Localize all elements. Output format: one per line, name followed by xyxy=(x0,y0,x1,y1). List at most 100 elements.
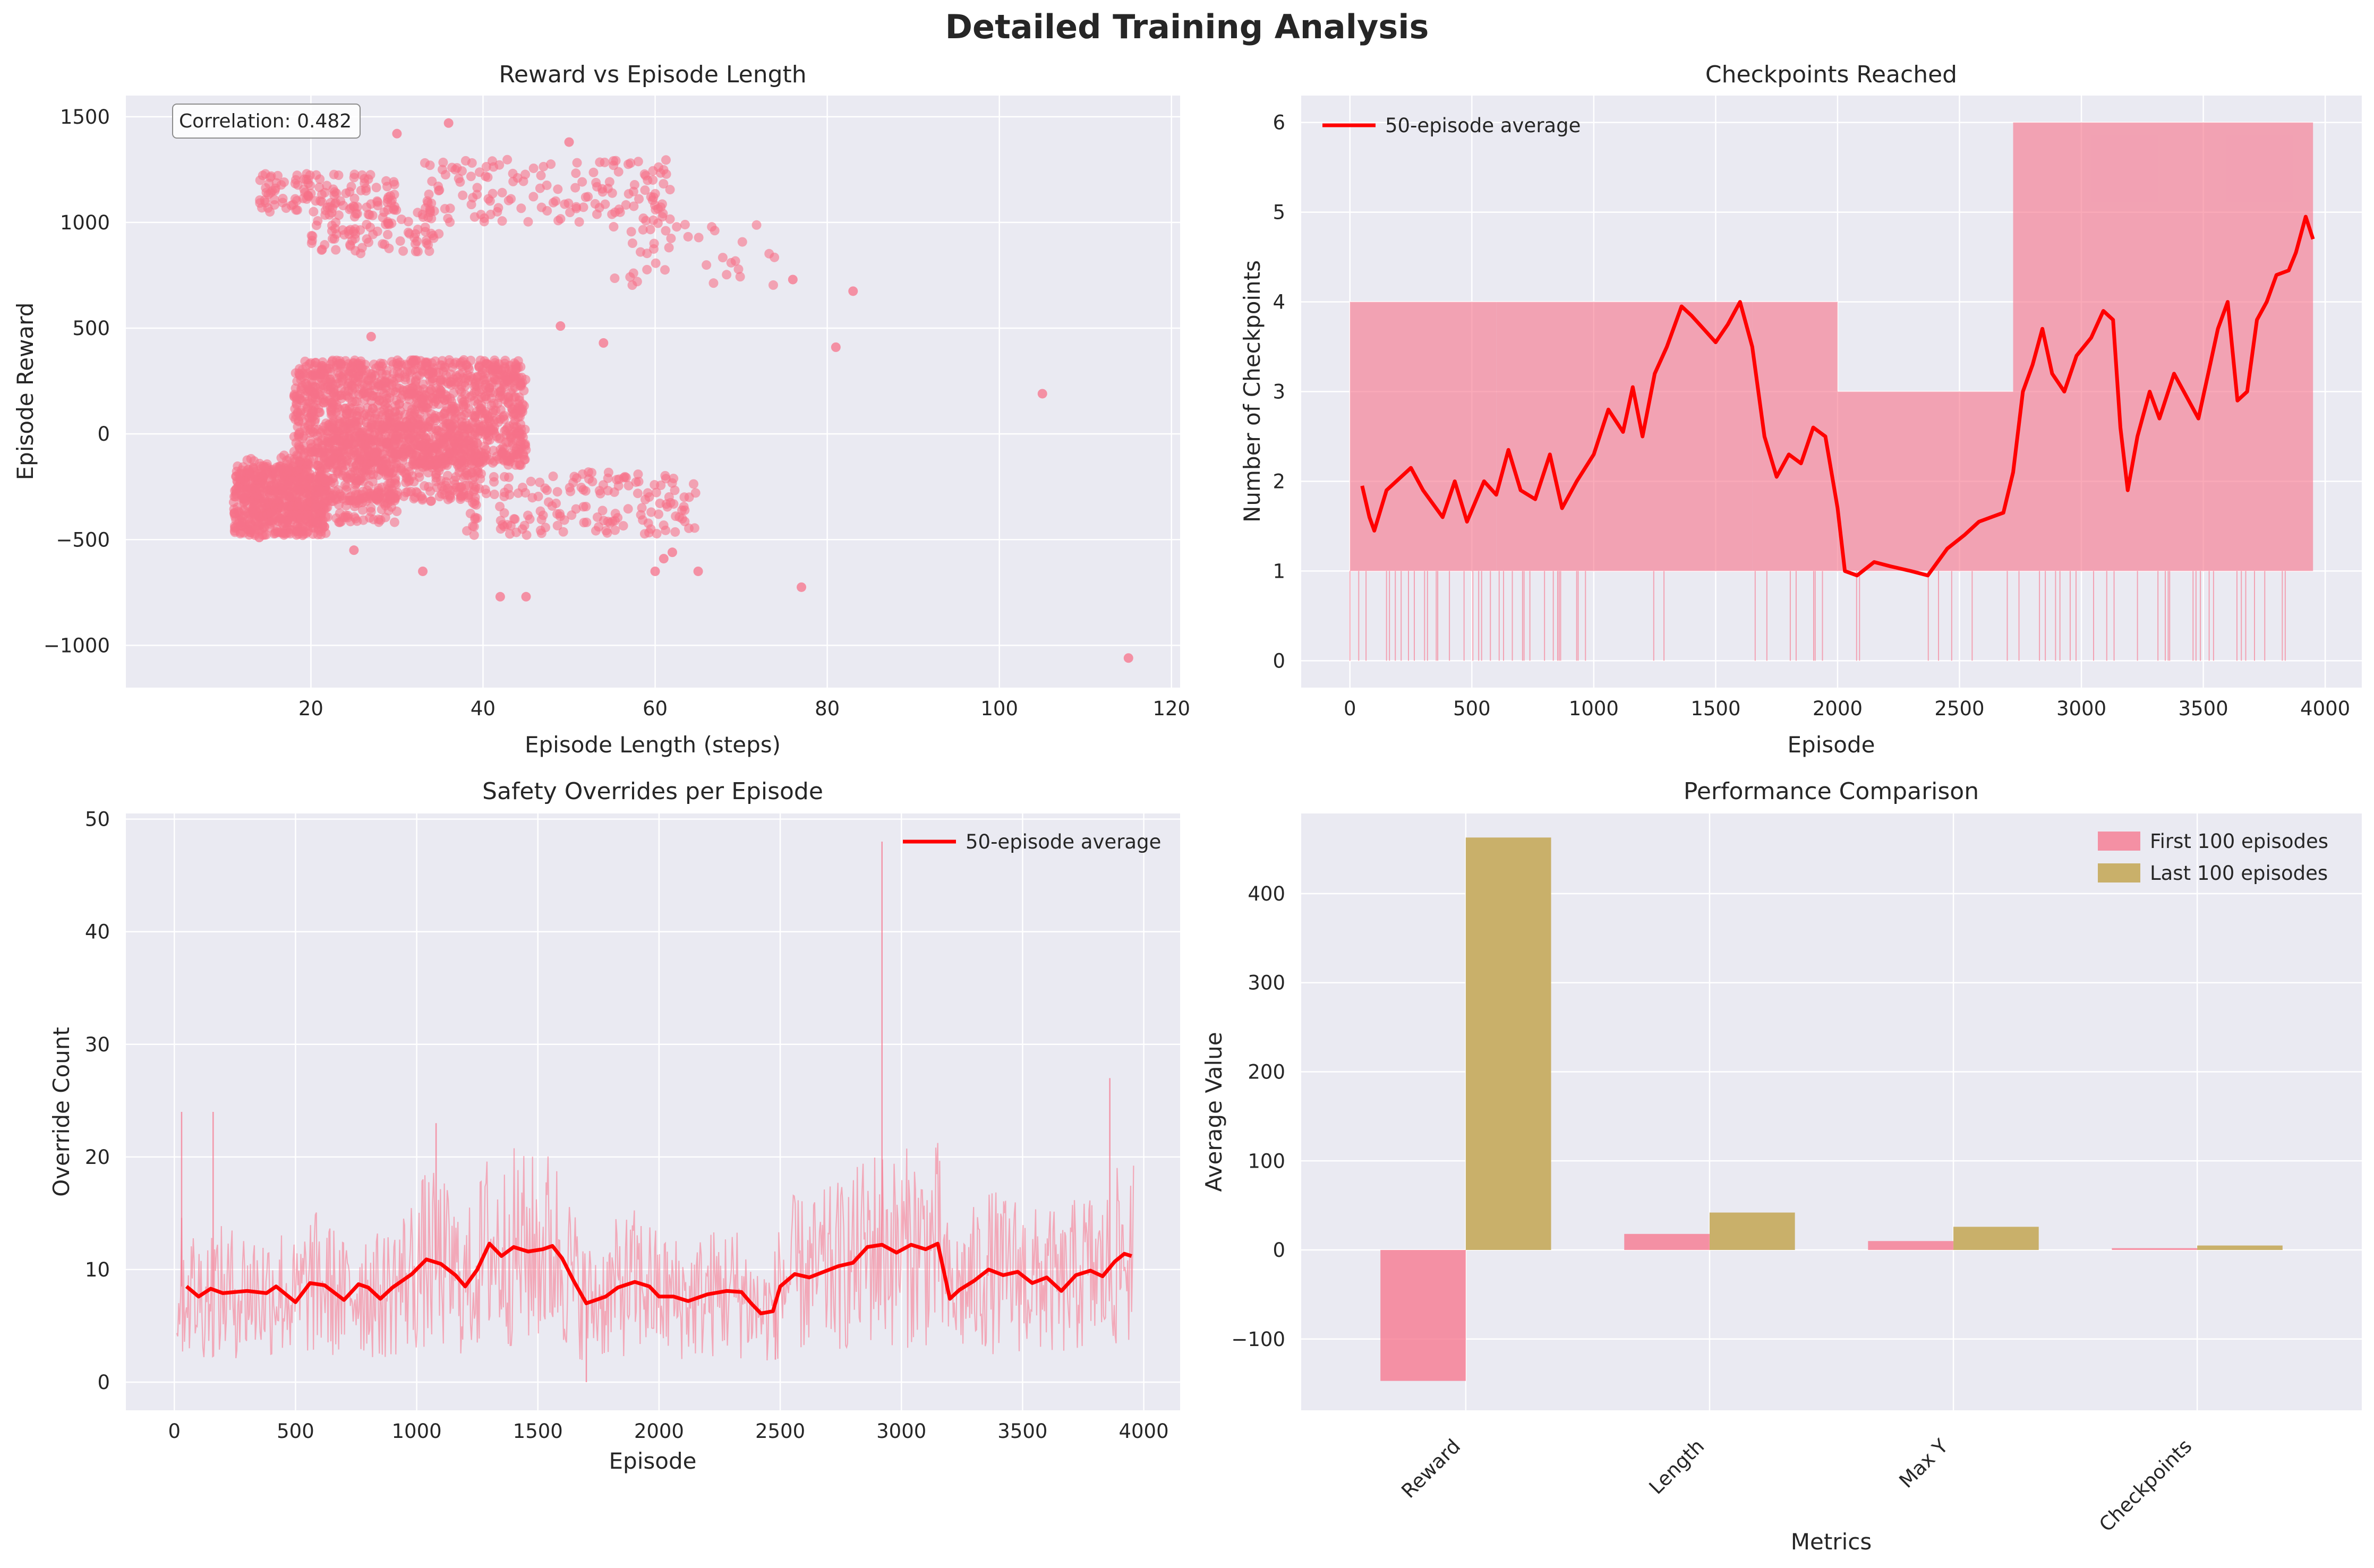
scatter-point xyxy=(656,480,666,490)
scatter-point xyxy=(688,479,698,489)
scatter-point xyxy=(305,435,315,445)
scatter-point xyxy=(523,217,533,227)
scatter-point xyxy=(505,529,515,539)
scatter-point xyxy=(652,529,662,539)
scatter-point xyxy=(411,375,421,385)
x-tick-label: 4000 xyxy=(1118,1420,1168,1443)
scatter-point xyxy=(366,331,376,341)
y-tick-label: −1000 xyxy=(44,634,110,657)
scatter-point xyxy=(458,190,468,200)
y-axis-label: Average Value xyxy=(1201,1032,1227,1192)
scatter-point xyxy=(247,498,258,508)
scatter-point xyxy=(462,408,472,418)
scatter-point xyxy=(303,175,313,185)
scatter-point xyxy=(642,264,652,275)
scatter-point xyxy=(295,485,305,495)
scatter-point xyxy=(519,520,530,530)
scatter-point xyxy=(363,375,373,385)
scatter-point xyxy=(394,399,404,409)
scatter-point xyxy=(485,196,495,206)
scatter-point xyxy=(425,367,435,377)
scatter-point xyxy=(443,213,453,224)
y-axis-label: Override Count xyxy=(48,1027,74,1197)
scatter-point xyxy=(381,471,391,481)
scatter-point xyxy=(389,489,399,499)
scatter-point xyxy=(479,375,489,385)
scatter-point xyxy=(280,479,291,490)
scatter-point xyxy=(654,509,664,519)
scatter-point xyxy=(520,488,531,498)
scatter-point xyxy=(417,462,428,472)
scatter-point xyxy=(536,170,546,181)
y-tick-label: 40 xyxy=(85,921,110,944)
scatter-point xyxy=(600,199,610,209)
scatter-point xyxy=(528,192,539,202)
scatter-point xyxy=(480,485,490,495)
scatter-point xyxy=(458,421,468,431)
scatter-point xyxy=(328,388,338,398)
scatter-point xyxy=(493,203,503,213)
scatter-point xyxy=(304,413,314,423)
scatter-point xyxy=(689,523,699,533)
scatter-point xyxy=(344,386,354,396)
panel-reward-vs-length: 20 40 60 80 100 120 −1000 −500 0 500 1000 1500 Rew… xyxy=(12,61,1190,758)
average-line xyxy=(185,1241,1132,1316)
scatter-point xyxy=(392,128,402,139)
scatter-point xyxy=(655,168,665,178)
scatter-point xyxy=(627,238,637,249)
scatter-point xyxy=(383,229,393,239)
scatter-point xyxy=(238,517,248,527)
scatter-point xyxy=(443,494,453,504)
scatter-point xyxy=(377,504,387,515)
scatter-point xyxy=(292,527,302,537)
scatter-point xyxy=(428,230,438,241)
y-tick-label: 1 xyxy=(1273,560,1285,582)
y-tick-label: −500 xyxy=(56,528,110,551)
scatter-point xyxy=(424,246,434,256)
scatter-point xyxy=(564,137,574,147)
scatter-point xyxy=(621,200,631,210)
scatter-point xyxy=(667,478,677,488)
scatter-point xyxy=(326,478,336,488)
scatter-point xyxy=(443,118,454,128)
scatter-point xyxy=(306,230,317,241)
scatter-point xyxy=(304,493,314,503)
scatter-point xyxy=(350,397,360,407)
scatter-point xyxy=(312,460,322,470)
scatter-point xyxy=(406,408,416,418)
y-ticks: 0 10 20 30 40 50 xyxy=(85,808,110,1394)
scatter-point xyxy=(502,376,513,386)
scatter-point xyxy=(633,489,643,499)
scatter-point xyxy=(413,246,423,256)
scatter-point xyxy=(279,177,289,187)
scatter-point xyxy=(463,470,473,481)
scatter-point xyxy=(437,165,447,175)
chart-title: Checkpoints Reached xyxy=(1705,61,1957,88)
scatter-point xyxy=(331,188,341,198)
x-ticks: Reward Length Max Y Checkpoints xyxy=(1397,1435,2196,1537)
scatter-point xyxy=(349,496,359,506)
scatter-point xyxy=(380,239,390,250)
scatter-point xyxy=(400,375,411,385)
scatter-point xyxy=(496,386,506,396)
scatter-point xyxy=(239,506,249,516)
scatter-point xyxy=(476,469,486,479)
y-tick-label: 30 xyxy=(85,1033,110,1056)
scatter-point xyxy=(415,385,425,396)
scatter-point xyxy=(638,225,648,235)
scatter-point xyxy=(514,392,524,402)
scatter-point xyxy=(317,448,327,458)
scatter-point xyxy=(417,455,427,465)
scatter-point xyxy=(581,502,591,512)
x-tick-label: 2500 xyxy=(755,1420,805,1443)
scatter-point xyxy=(497,187,507,198)
x-tick-label: 1000 xyxy=(1569,697,1619,720)
scatter-point xyxy=(546,159,556,169)
scatter-point xyxy=(722,270,732,280)
scatter-point xyxy=(426,496,436,506)
scatter-point xyxy=(377,384,387,395)
scatter-point xyxy=(374,425,384,435)
scatter-point xyxy=(656,202,666,212)
scatter-point xyxy=(752,220,762,230)
scatter-point xyxy=(500,355,510,365)
